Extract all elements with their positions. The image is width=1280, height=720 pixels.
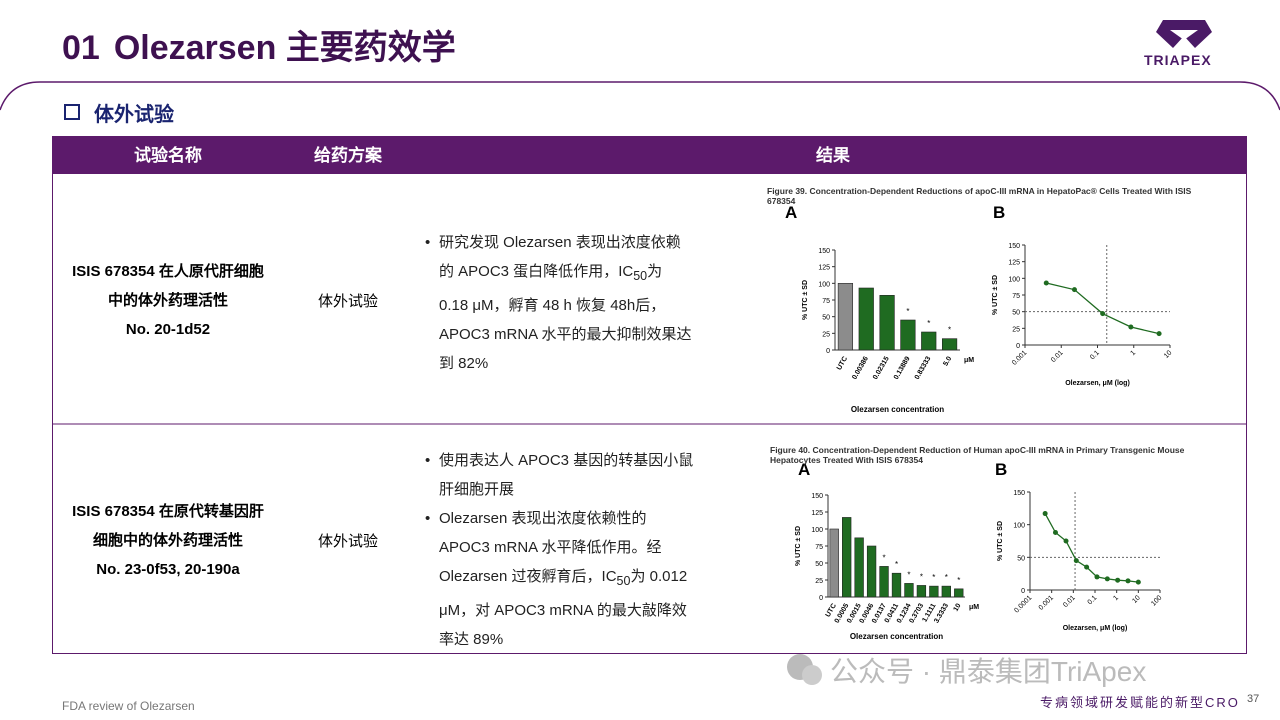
logo-text: TRIAPEX: [1144, 52, 1212, 68]
section-text: 体外试验: [94, 104, 174, 126]
regimen: 体外试验: [317, 293, 378, 310]
column-header: 给药方案: [314, 146, 382, 165]
name-line: ISIS 678354 在原代转基因肝: [72, 502, 264, 520]
title-number: 01: [62, 29, 100, 67]
regimen: 体外试验: [317, 533, 378, 550]
section-title: 体外试验: [64, 98, 174, 127]
bullet-text: 为 0.18 μM，孵育 48 h 恢复 48h后，APOC3 mRNA 水平的…: [439, 262, 692, 372]
column-header: 结果: [816, 146, 850, 165]
table: 试验名称 给药方案 结果 ISIS 678354 在人原代肝细胞 中的体外药理活性…: [52, 136, 1247, 654]
figure-caption: Figure 39. Concentration-Dependent Reduc…: [767, 186, 1192, 206]
bullet-text: 为 0.012 μM，对 APOC3 mRNA 的最大敲降效率达 89%: [439, 567, 688, 648]
bullet-list: 研究发现 Olezarsen 表现出浓度依赖的 APOC3 蛋白降低作用，IC5…: [425, 228, 695, 378]
source: FDA review of Olezarsen: [62, 699, 195, 713]
subscript: 50: [616, 573, 631, 588]
name-line: 中的体外药理活性: [107, 291, 228, 309]
bullet-text: Olezarsen 表现出浓度依赖性的 APOC3 mRNA 水平降低作用。经 …: [439, 509, 662, 585]
figure-caption: Figure 40. Concentration-Dependent Reduc…: [770, 445, 1185, 465]
tagline: 专病领域研发赋能的新型CRO: [1040, 695, 1240, 710]
watermark: 公众号 · 鼎泰集团TriApex: [830, 656, 1147, 687]
name-line: No. 23-0f53, 20-190a: [96, 560, 240, 578]
bullet-text: 使用表达人 APOC3 基因的转基因小鼠肝细胞开展: [439, 451, 694, 498]
bullet-list: 使用表达人 APOC3 基因的转基因小鼠肝细胞开展 Olezarsen 表现出浓度…: [425, 446, 695, 654]
subscript: 50: [633, 268, 648, 283]
name-line: ISIS 678354 在人原代肝细胞: [72, 262, 264, 280]
bullet: Olezarsen 表现出浓度依赖性的 APOC3 mRNA 水平降低作用。经 …: [425, 504, 695, 654]
name-line: 细胞中的体外药理活性: [92, 531, 243, 549]
title-text: Olezarsen 主要药效学: [113, 29, 456, 67]
title: 01 Olezarsen 主要药效学: [62, 20, 470, 69]
bullet-text: 研究发现 Olezarsen 表现出浓度依赖的 APOC3 蛋白降低作用，IC: [439, 233, 681, 280]
test-name: ISIS 678354 在人原代肝细胞 中的体外药理活性 No. 20-1d52: [53, 257, 283, 344]
bullet: 使用表达人 APOC3 基因的转基因小鼠肝细胞开展: [425, 446, 695, 504]
name-line: No. 20-1d52: [125, 320, 211, 338]
column-header: 试验名称: [134, 146, 202, 165]
test-name: ISIS 678354 在原代转基因肝 细胞中的体外药理活性 No. 23-0f53…: [53, 497, 283, 584]
bullet: 研究发现 Olezarsen 表现出浓度依赖的 APOC3 蛋白降低作用，IC5…: [425, 228, 695, 378]
page-number: 37: [1247, 693, 1260, 705]
